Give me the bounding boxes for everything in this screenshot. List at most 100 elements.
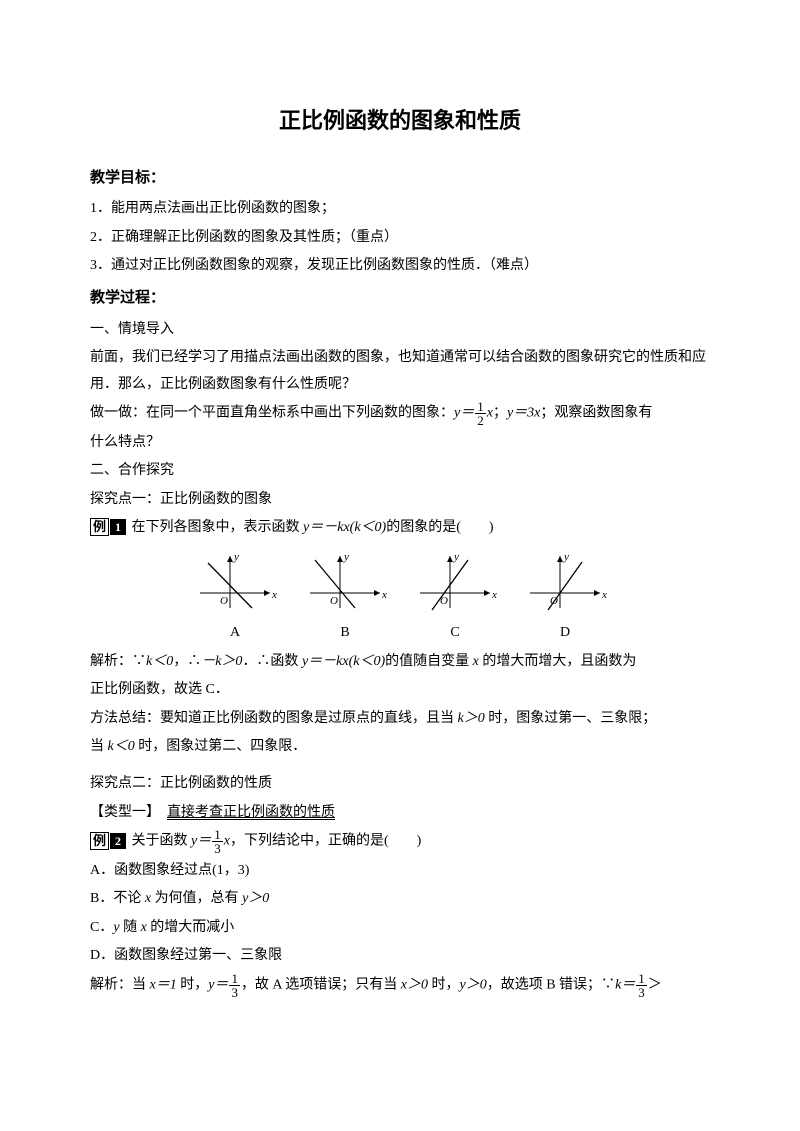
graph-c: x y O C (410, 548, 500, 647)
goals-heading: 教学目标： (90, 164, 710, 193)
analysis-2: 解析：当 x＝1 时，y＝13，故 A 选项错误；只有当 x＞0 时，y＞0，故… (90, 972, 710, 999)
ex2-num: 2 (110, 833, 126, 849)
ex1-eq: y＝－kx(k＜0) (303, 520, 386, 535)
intro-p1: 前面，我们已经学习了用描点法画出函数的图象，也知道通常可以结合函数的图象研究它的… (90, 345, 710, 398)
a2-ythird-pre: y＝ (208, 978, 228, 993)
ex-prefix: 例 (90, 518, 109, 536)
page-title: 正比例函数的图象和性质 (90, 100, 710, 142)
eq-3x: y＝3x (507, 406, 540, 421)
frac-third-2-den: 3 (229, 986, 240, 999)
frac-third: 13 (212, 828, 223, 855)
svg-text:x: x (601, 589, 607, 601)
m1-b: 时，图象过第一、三象限； (485, 711, 657, 726)
a2-kthird-pre: k＝ (615, 978, 635, 993)
intro-p2: 做一做：在同一个平面直角坐标系中画出下列函数的图象：y＝12x；y＝3x；观察函… (90, 400, 710, 427)
ex1-text-a: 在下列各图象中，表示函数 (128, 520, 303, 535)
a2-c: ，故 A 选项错误；只有当 (241, 978, 401, 993)
a1-negk-gt0: －k＞0 (201, 654, 242, 669)
opt-c-b: 随 (120, 920, 141, 935)
goal-1: 1．能用两点法画出正比例函数的图象； (90, 196, 710, 223)
frac-half: 12 (475, 400, 486, 427)
a2-e: ，故选项 B 错误；∵ (487, 978, 615, 993)
svg-text:x: x (381, 589, 387, 601)
svg-text:y: y (453, 551, 459, 563)
example-1-label: 例1 (90, 515, 126, 542)
type-1: 【类型一】 直接考查正比例函数的性质 (90, 800, 710, 827)
ex1-num: 1 (110, 519, 126, 535)
graph-d-label: D (520, 620, 610, 647)
svg-text:y: y (233, 551, 239, 563)
svg-text:O: O (220, 595, 228, 607)
graph-d: x y O D (520, 548, 610, 647)
frac-half-den: 2 (475, 414, 486, 427)
opt-c-a: C． (90, 920, 113, 935)
opt-b-ygt0: y＞0 (242, 891, 269, 906)
ex2-eq-pre: y＝ (191, 834, 211, 849)
process-heading: 教学过程： (90, 284, 710, 313)
a1-e: 的增大而增大，且函数为 (479, 654, 637, 669)
opt-c-c: 的增大而减小 (147, 920, 235, 935)
frac-third-2: 13 (229, 972, 240, 999)
m1-a: 方法总结：要知道正比例函数的图象是过原点的直线，且当 (90, 711, 458, 726)
a1-b: ，∴ (173, 654, 201, 669)
frac-third-3-num: 1 (636, 972, 647, 986)
analysis-1-line2: 正比例函数，故选 C． (90, 677, 710, 704)
frac-third-num: 1 (212, 828, 223, 842)
frac-third-2-num: 1 (229, 972, 240, 986)
a1-k-lt0: k＜0 (146, 654, 173, 669)
svg-text:O: O (330, 595, 338, 607)
a2-a: 解析：当 (90, 978, 150, 993)
intro-heading: 一、情境导入 (90, 317, 710, 344)
frac-third-3-den: 3 (636, 986, 647, 999)
ex2-text-a: 关于函数 (128, 834, 191, 849)
graph-c-label: C (410, 620, 500, 647)
coop-heading: 二、合作探究 (90, 458, 710, 485)
frac-half-num: 1 (475, 400, 486, 414)
goal-3: 3．通过对正比例函数图象的观察，发现正比例函数图象的性质．（难点） (90, 253, 710, 280)
explore1-heading: 探究点一：正比例函数的图象 (90, 487, 710, 514)
graph-b-label: B (300, 620, 390, 647)
opt-b-a: B．不论 (90, 891, 145, 906)
svg-text:y: y (563, 551, 569, 563)
a2-x1: x＝1 (150, 978, 177, 993)
ex-prefix-2: 例 (90, 832, 109, 850)
intro-p3: 什么特点？ (90, 430, 710, 457)
option-a: A．函数图象经过点(1，3) (90, 858, 710, 885)
option-c: C．y 随 x 的增大而减小 (90, 915, 710, 942)
analysis-1-line1: 解析：∵k＜0，∴－k＞0．∴函数 y＝－kx(k＜0)的值随自变量 x 的增大… (90, 649, 710, 676)
a1-c: ．∴函数 (242, 654, 302, 669)
svg-text:O: O (550, 595, 558, 607)
option-d: D．函数图象经过第一、三象限 (90, 943, 710, 970)
a2-xgt0: x＞0 (401, 978, 428, 993)
intro-p2a: 做一做：在同一个平面直角坐标系中画出下列函数的图象： (90, 406, 454, 421)
method-1-line1: 方法总结：要知道正比例函数的图象是过原点的直线，且当 k＞0 时，图象过第一、三… (90, 706, 710, 733)
method-1-line2: 当 k＜0 时，图象过第二、四象限． (90, 734, 710, 761)
a2-d: 时， (428, 978, 460, 993)
frac-third-3: 13 (636, 972, 647, 999)
graph-a-label: A (190, 620, 280, 647)
eq-half-x-post: x (487, 406, 493, 421)
m1-d: 时，图象过第二、四象限． (135, 739, 307, 754)
explore2-heading: 探究点二：正比例函数的性质 (90, 771, 710, 798)
goal-2: 2．正确理解正比例函数的图象及其性质；（重点） (90, 225, 710, 252)
option-b: B．不论 x 为何值，总有 y＞0 (90, 886, 710, 913)
a2-ygt0: y＞0 (460, 978, 487, 993)
a2-kthird-post: ＞ (648, 978, 662, 993)
m1-klt0: k＜0 (108, 739, 135, 754)
svg-text:x: x (491, 589, 497, 601)
graph-b: x y O B (300, 548, 390, 647)
graph-a: x y O A (190, 548, 280, 647)
a1-d: 的值随自变量 (385, 654, 473, 669)
a2-b: 时， (177, 978, 209, 993)
example-2: 例2 关于函数 y＝13x，下列结论中，正确的是( ) (90, 828, 710, 855)
a1-eq: y＝－kx(k＜0) (302, 654, 385, 669)
a1-a: 解析：∵ (90, 654, 146, 669)
svg-text:y: y (343, 551, 349, 563)
intro-p2b: ；观察函数图象有 (540, 406, 652, 421)
ex1-text-b: 的图象的是( ) (386, 520, 493, 535)
graphs-row: x y O A x y O B x y O C (90, 548, 710, 647)
svg-text:O: O (440, 595, 448, 607)
type1-label: 【类型一】 (90, 805, 153, 820)
eq-half-x-pre: y＝ (454, 406, 474, 421)
example-2-label: 例2 (90, 829, 126, 856)
